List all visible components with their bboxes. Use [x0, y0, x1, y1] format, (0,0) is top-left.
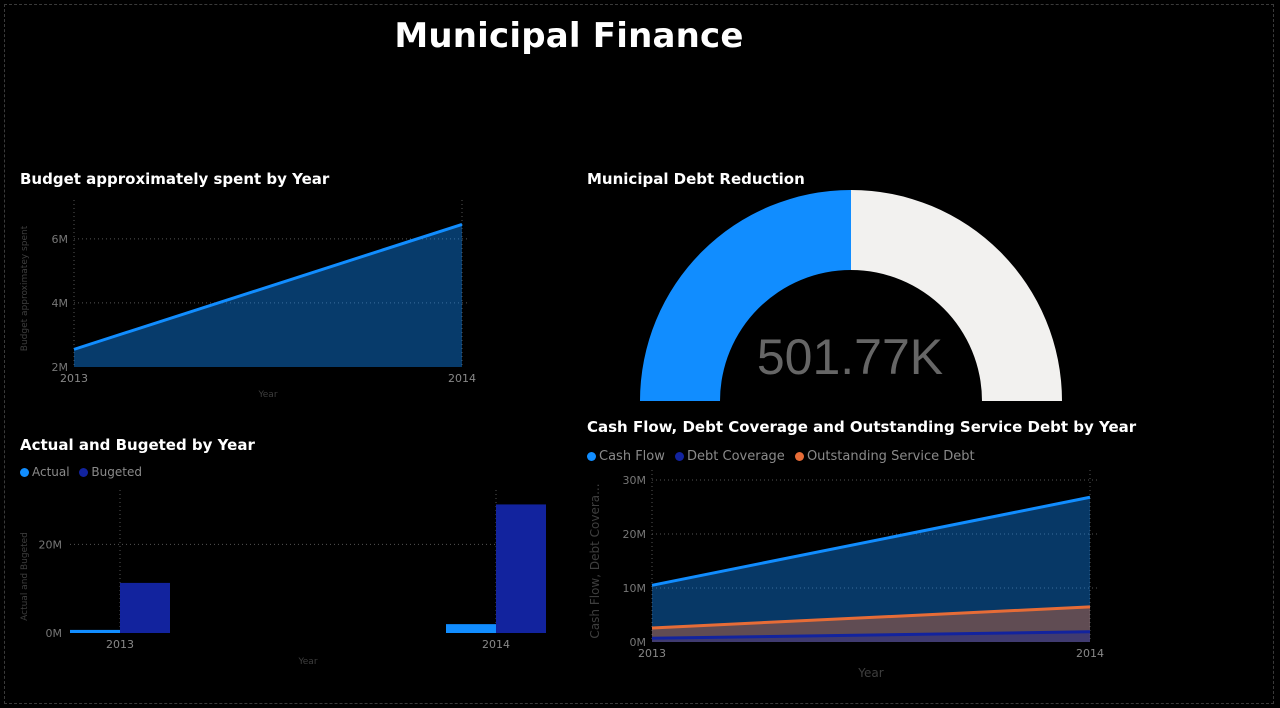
y-axis-title: Cash Flow, Debt Covera...: [588, 483, 602, 638]
x-tick-label: 2014: [1076, 647, 1104, 660]
x-axis-title: Year: [297, 657, 317, 667]
legend-dot-outstanding-service-debt: [794, 452, 804, 461]
y-tick-label: 0M: [46, 627, 63, 640]
y-tick-label: 2M: [52, 361, 69, 374]
y-axis-title: Budget approximatey spent: [20, 225, 30, 351]
y-tick-label: 20M: [623, 528, 647, 541]
bar-bugeted-2013: [120, 582, 170, 633]
legend-label-bugeted: Bugeted: [91, 465, 142, 479]
y-tick-label: 0M: [630, 636, 647, 649]
legend-dot-cash-flow: [587, 452, 596, 461]
gauge-track: [851, 190, 1062, 401]
x-tick-label: 2013: [638, 647, 666, 660]
y-axis-title: Actual and Bugeted: [20, 532, 30, 621]
series-line-series: [73, 222, 463, 351]
actual-chart-title: Actual and Bugeted by Year: [20, 436, 255, 454]
series-line-outstanding-service-debt: [651, 605, 1091, 630]
x-axis-title: Year: [257, 390, 277, 400]
legend-item-outstanding-service-debt[interactable]: Outstanding Service Debt: [794, 449, 975, 464]
gauge-fill: [640, 190, 851, 401]
legend-dot-bugeted: [79, 467, 89, 477]
legend-item-actual[interactable]: Actual: [20, 465, 70, 479]
budget-area-chart[interactable]: 2M 4M 6M 2013 2014 Year Budget approximatey sp…: [0, 190, 500, 405]
series-line-debt-coverage: [651, 630, 1091, 640]
legend-item-cash-flow[interactable]: Cash Flow: [587, 449, 665, 464]
legend-dot-debt-coverage: [675, 452, 685, 461]
legend-label-debt-coverage: Debt Coverage: [687, 449, 785, 464]
legend-label-cash-flow: Cash Flow: [599, 449, 665, 464]
y-tick-label: 4M: [52, 297, 69, 310]
legend-item-bugeted[interactable]: Bugeted: [79, 465, 142, 479]
gauge-value: 501.77K: [756, 329, 944, 385]
x-tick-label: 2014: [448, 372, 476, 385]
x-tick-label: 2013: [106, 638, 134, 651]
x-tick-label: 2014: [482, 638, 510, 651]
actual-budget-bar-chart[interactable]: 0M 20M 2013 2014 Year Actual and Bugeted: [0, 485, 560, 675]
page-title: Municipal Finance: [394, 16, 744, 56]
legend-label-outstanding-service-debt: Outstanding Service Debt: [806, 449, 975, 464]
budget-chart-title: Budget approximately spent by Year: [20, 170, 330, 188]
bar-bugeted-2014: [496, 504, 546, 633]
report-canvas-border: [4, 4, 1274, 704]
bar-actual-2014: [446, 624, 496, 633]
legend-item-debt-coverage[interactable]: Debt Coverage: [675, 449, 785, 464]
cashflow-chart-title: Cash Flow, Debt Coverage and Outstanding…: [587, 418, 1137, 436]
y-tick-label: 6M: [52, 233, 69, 246]
y-tick-label: 30M: [623, 474, 647, 487]
actual-chart-legend: Actual Bugeted: [20, 465, 148, 480]
y-tick-label: 10M: [623, 582, 647, 595]
x-axis-title: Year: [857, 666, 883, 680]
area-fill-series: [74, 224, 462, 367]
cashflow-chart-legend: Cash Flow Debt Coverage Outstanding Serv…: [587, 449, 981, 465]
gauge-title: Municipal Debt Reduction: [587, 170, 805, 188]
bar-actual-2013: [70, 629, 120, 633]
area-fill-cash-flow: [652, 497, 1090, 642]
cashflow-area-chart[interactable]: 0M 10M 20M 30M 2013 2014 Year Cash Flow, Debt C…: [585, 470, 1115, 685]
legend-label-actual: Actual: [32, 465, 70, 479]
y-tick-label: 20M: [39, 538, 63, 551]
debt-reduction-gauge[interactable]: [630, 185, 1070, 410]
series-line-cash-flow: [651, 495, 1091, 587]
x-tick-label: 2013: [60, 372, 88, 385]
legend-dot-actual: [20, 467, 29, 477]
